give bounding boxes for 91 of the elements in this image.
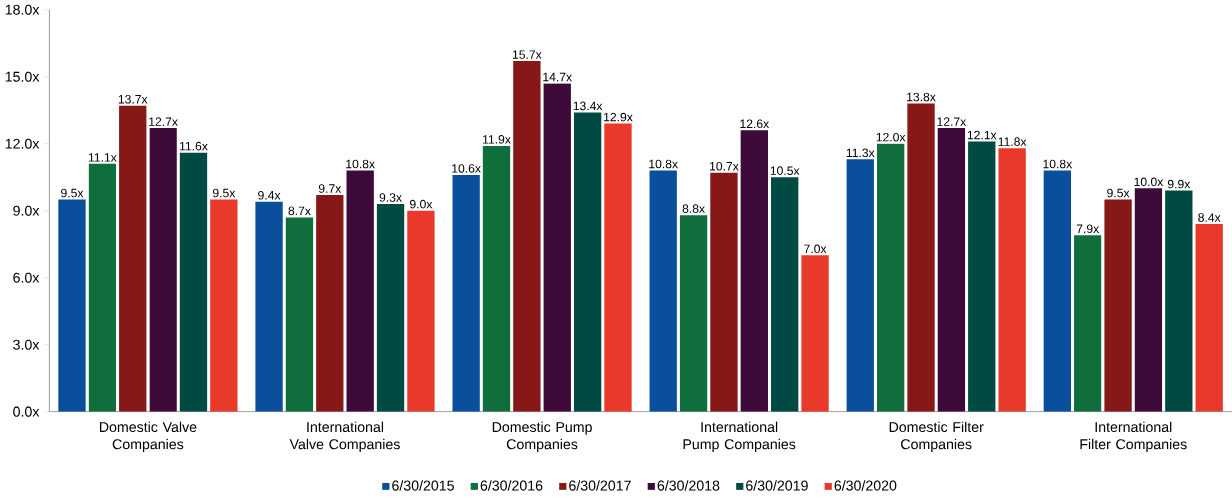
bar <box>210 199 238 412</box>
data-label: 10.6x <box>452 164 481 173</box>
legend-label: 6/30/2018 <box>657 480 720 491</box>
data-label: 11.3x <box>846 148 875 158</box>
data-label: 8.7x <box>288 206 311 216</box>
data-label: 9.7x <box>318 184 342 193</box>
y-tick-label: 3.0x <box>13 339 40 350</box>
bar <box>801 255 829 412</box>
bar <box>376 204 405 412</box>
bar <box>88 163 117 412</box>
bar <box>285 217 314 412</box>
bar <box>771 177 799 412</box>
data-label: 10.8x <box>649 159 678 169</box>
bar <box>1134 188 1163 412</box>
legend-label: 6/30/2015 <box>392 480 454 491</box>
data-label: 10.5x <box>770 166 800 176</box>
data-label: 11.9x <box>483 135 511 144</box>
x-tick-label: Domestic Pump Companies <box>492 421 592 453</box>
data-label: 13.8x <box>907 92 936 102</box>
y-tick-label: 9.0x <box>13 205 40 216</box>
data-label: 9.9x <box>1167 179 1191 189</box>
legend-label: 6/30/2019 <box>746 480 808 491</box>
bar <box>119 105 147 412</box>
bar <box>1043 170 1072 412</box>
bar <box>58 199 86 412</box>
data-label: 13.7x <box>118 95 148 104</box>
data-label: 12.1x <box>967 130 997 140</box>
data-label: 12.0x <box>876 133 906 142</box>
legend-label: 6/30/2017 <box>569 480 631 491</box>
data-label: 9.4x <box>258 191 281 200</box>
bar <box>907 103 935 412</box>
y-tick-label: 0.0x <box>13 406 40 417</box>
bar <box>968 141 996 412</box>
bar <box>649 170 677 412</box>
data-label: 9.3x <box>379 193 402 202</box>
legend-label: 6/30/2016 <box>480 480 543 491</box>
bar <box>846 159 874 412</box>
data-label: 10.8x <box>346 159 375 169</box>
data-label: 10.7x <box>710 162 739 171</box>
data-label: 10.0x <box>1134 177 1164 187</box>
bar <box>1195 224 1223 412</box>
x-tick-label: International Valve Companies <box>289 421 400 453</box>
data-label: 12.9x <box>604 112 633 122</box>
bar <box>149 128 177 412</box>
data-label: 11.1x <box>88 153 117 162</box>
data-label: 12.6x <box>740 119 770 129</box>
bar <box>482 146 511 412</box>
bar <box>740 130 768 412</box>
x-tick-label: International Filter Companies <box>1080 421 1187 453</box>
y-tick-label: 18.0x <box>5 4 40 15</box>
data-label: 8.4x <box>1198 213 1221 223</box>
data-label: 9.5x <box>61 188 84 198</box>
data-label: 9.5x <box>212 188 236 198</box>
bar <box>407 210 435 412</box>
bar <box>543 83 571 412</box>
legend-label: 6/30/2020 <box>834 480 897 491</box>
data-label: 15.7x <box>512 50 542 60</box>
x-tick-label: International Pump Companies <box>683 421 796 453</box>
data-label: 7.9x <box>1076 224 1100 234</box>
bar <box>179 152 208 412</box>
y-tick-label: 6.0x <box>13 272 40 283</box>
bar <box>573 112 602 412</box>
data-label: 8.8x <box>682 204 705 214</box>
bar <box>452 175 480 412</box>
x-tick-label: Domestic Valve Companies <box>99 421 197 453</box>
bar <box>513 61 541 412</box>
data-label: 9.5x <box>1107 188 1130 198</box>
y-tick-label: 12.0x <box>5 138 40 149</box>
bar <box>998 148 1026 412</box>
bar <box>710 172 738 412</box>
data-label: 7.0x <box>804 244 827 254</box>
data-label: 9.0x <box>410 200 433 209</box>
bar <box>876 143 905 412</box>
bar <box>1074 235 1102 412</box>
bar <box>316 195 344 412</box>
data-label: 14.7x <box>543 73 572 82</box>
data-label: 11.8x <box>998 137 1027 147</box>
bar <box>346 170 374 412</box>
bar <box>1104 199 1132 412</box>
bar <box>679 215 708 412</box>
data-label: 12.7x <box>937 117 967 127</box>
bar <box>1165 190 1193 412</box>
data-label: 10.8x <box>1043 159 1073 169</box>
bar <box>604 123 632 412</box>
data-label: 13.4x <box>573 101 603 111</box>
data-label: 11.6x <box>180 141 208 151</box>
data-label: 12.7x <box>149 117 178 127</box>
y-tick-label: 15.0x <box>5 71 40 82</box>
bar <box>255 201 283 412</box>
bar <box>937 128 966 412</box>
x-tick-label: Domestic Filter Companies <box>889 421 984 453</box>
